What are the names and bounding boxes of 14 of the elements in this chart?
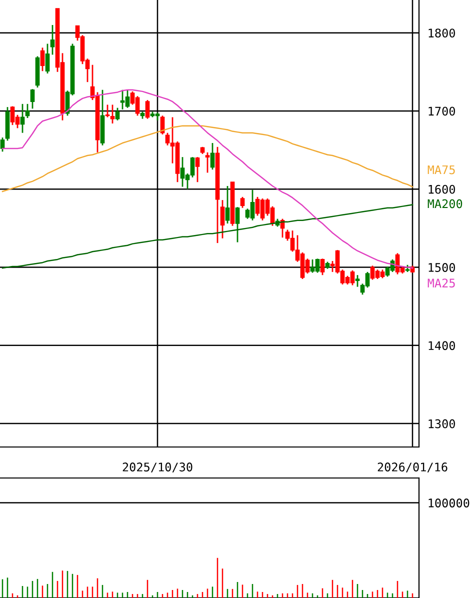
series-label: MA25 (428, 278, 455, 288)
line-series (2, 204, 414, 269)
series-label: MA75 (428, 165, 455, 174)
y-tick-label: 100000 (428, 498, 470, 508)
x-tick-label: 2025/10/30 (122, 462, 192, 472)
line-series (2, 125, 414, 192)
y-tick-label: 1800 (428, 28, 455, 38)
x-tick-label: 2026/01/16 (378, 462, 448, 472)
series-label: MA200 (428, 199, 462, 208)
y-tick-label: 1400 (428, 341, 455, 350)
y-tick-label: 1600 (428, 184, 455, 194)
y-tick-label: 1300 (428, 419, 455, 428)
y-tick-label: 1700 (428, 106, 455, 116)
y-tick-label: 1500 (428, 263, 455, 272)
